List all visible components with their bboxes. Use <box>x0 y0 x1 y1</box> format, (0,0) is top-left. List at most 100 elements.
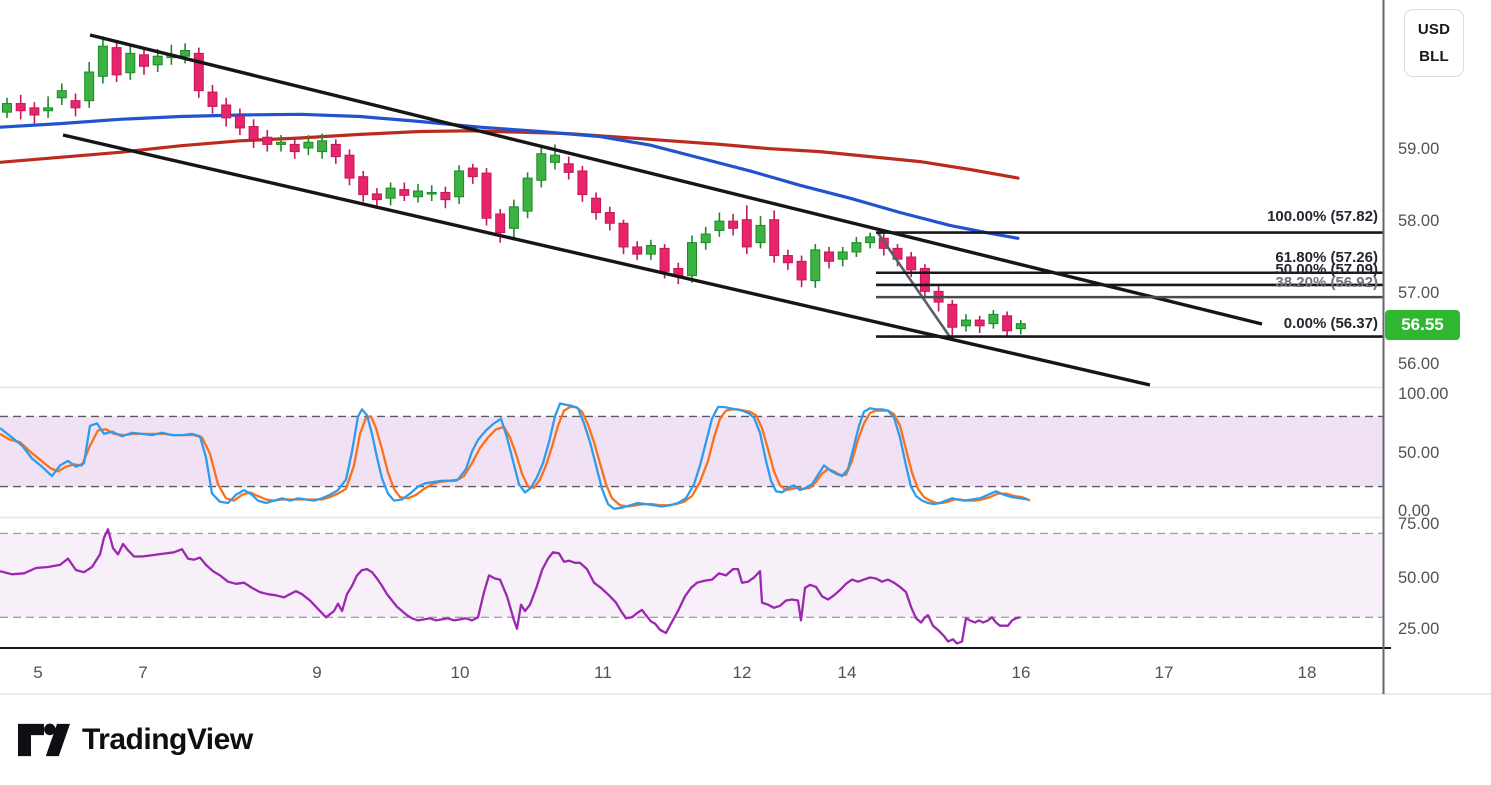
fib-level-label: 61.80% (57.26) <box>1275 249 1378 266</box>
candle-body <box>330 143 341 158</box>
candle-body <box>659 247 670 272</box>
time-tick-label: 11 <box>594 663 612 682</box>
candle-body <box>947 303 958 328</box>
candle-body <box>125 52 136 74</box>
candle-body <box>536 153 547 181</box>
time-tick-label: 10 <box>451 663 470 682</box>
candle-body <box>467 167 478 178</box>
tradingview-mark-icon <box>18 723 70 757</box>
candle-body <box>413 190 423 198</box>
stoch-k-line <box>0 402 1029 510</box>
candle-body <box>426 191 437 195</box>
price-tick-label: 58.00 <box>1398 212 1439 230</box>
candle-body <box>344 154 355 179</box>
fib-level-label: 0.00% (56.37) <box>1284 315 1378 332</box>
candle-body <box>563 163 574 173</box>
candle-body <box>234 115 245 129</box>
fib-level-label: 38.20% (56.92) <box>1275 274 1378 291</box>
candle-body <box>1002 315 1013 332</box>
stoch-tick-label: 50.00 <box>1398 444 1439 462</box>
stoch-band <box>0 416 1383 487</box>
candle-body <box>84 71 95 102</box>
candle-body <box>262 136 273 145</box>
candle-body <box>43 107 54 112</box>
stoch-tick-label: 100.00 <box>1398 385 1448 403</box>
candle-body <box>974 319 985 327</box>
candle-body <box>769 219 780 257</box>
candle-body <box>276 141 286 145</box>
axes-layer: 59.00 58.00 57.00 56.00 100.00 50.00 0.0075.00… <box>0 0 1491 695</box>
time-tick-label: 5 <box>33 663 42 682</box>
tradingview-logo[interactable]: TradingView <box>18 716 253 764</box>
time-tick-label: 12 <box>733 663 752 682</box>
stoch-tick-label: 0.00 <box>1398 502 1430 520</box>
candle-body <box>454 170 465 198</box>
candle-body <box>851 242 862 253</box>
ma-fast-line <box>0 112 1020 240</box>
candle-body <box>577 170 588 196</box>
rsi-panel[interactable] <box>0 528 1383 645</box>
rsi-tick-label: 25.00 <box>1398 620 1439 638</box>
candle-body <box>221 104 232 119</box>
channel-lower-trendline <box>62 133 1151 387</box>
rsi-tick-label: 75.00 <box>1398 515 1439 533</box>
candle-body <box>440 191 451 201</box>
candle-body <box>70 100 81 109</box>
candle-body <box>248 125 259 140</box>
candle-body <box>15 103 26 112</box>
price-tick-label: 56.00 <box>1398 355 1439 373</box>
main-price-panel[interactable]: 100.00% (57.82) 61.80% (57.26)50.00% (57.… <box>0 33 1383 387</box>
candle-body <box>152 55 163 66</box>
channel-upper-trendline <box>89 33 1263 326</box>
candle-body <box>632 246 643 255</box>
candle-body <box>714 220 725 231</box>
fib-level-label: 50.00% (57.09) <box>1275 261 1378 278</box>
candle-body <box>289 143 300 153</box>
candle-body <box>687 242 697 277</box>
candle-body <box>591 197 602 214</box>
candle-body <box>371 193 382 201</box>
candle-body <box>139 54 149 67</box>
time-tick-label: 14 <box>838 663 857 682</box>
candle-body <box>29 107 40 116</box>
candle-body <box>358 176 369 196</box>
time-tick-label: 9 <box>312 663 321 682</box>
candle-body <box>1015 323 1026 330</box>
price-tick-label: 57.00 <box>1398 284 1439 302</box>
candle-body <box>728 220 739 229</box>
candle-body <box>810 249 821 282</box>
stochastic-panel[interactable] <box>0 402 1383 510</box>
candle-body <box>837 251 848 260</box>
candle-body <box>988 313 999 325</box>
candle-body <box>481 172 492 219</box>
candle-body <box>317 140 328 153</box>
candle-body <box>303 141 314 149</box>
candle-body <box>193 52 204 92</box>
last-price-value: 56.55 <box>1401 315 1444 334</box>
candle-body <box>522 177 533 212</box>
candle-body <box>618 222 629 248</box>
fib-level-label: 100.00% (57.82) <box>1267 208 1378 225</box>
candle-body <box>741 219 752 248</box>
candle-body <box>700 233 711 244</box>
time-tick-label: 16 <box>1012 663 1031 682</box>
last-price-badge: 56.55 <box>1385 310 1460 340</box>
time-tick-label: 18 <box>1298 663 1317 682</box>
candle-body <box>824 251 834 262</box>
candle-body <box>645 245 656 255</box>
tradingview-logo-text: TradingView <box>82 723 253 756</box>
rsi-band <box>0 533 1383 618</box>
candle-body <box>495 213 506 234</box>
candle-body <box>755 224 766 244</box>
time-tick-label: 7 <box>138 663 147 682</box>
candle-body <box>550 154 560 163</box>
candle-body <box>919 267 930 292</box>
candle-body <box>97 45 108 77</box>
candle-body <box>2 103 12 113</box>
candle-body <box>385 187 396 199</box>
rsi-line <box>0 528 1021 645</box>
candle-body <box>399 189 410 196</box>
symbol-legend-box: USD BLL <box>1404 9 1464 77</box>
rsi-tick-label: 50.00 <box>1398 569 1439 587</box>
